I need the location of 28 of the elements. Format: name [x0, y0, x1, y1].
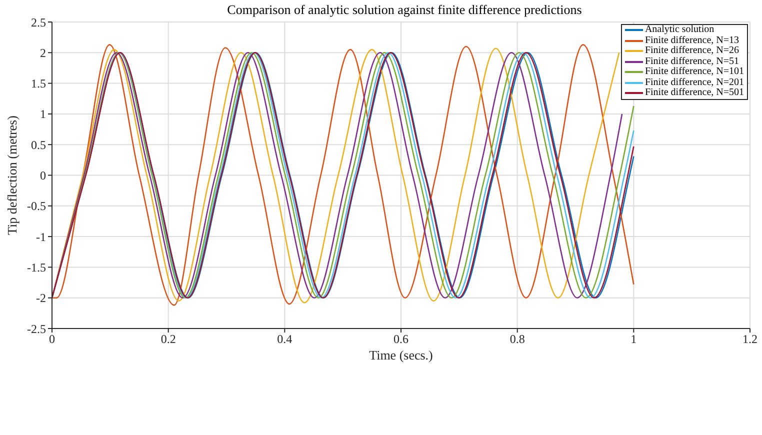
legend-label: Finite difference, N=26	[644, 45, 739, 56]
y-tick-label: -0.5	[27, 199, 46, 214]
y-tick-label: 0	[40, 168, 46, 183]
legend-label: Finite difference, N=51	[644, 56, 739, 67]
y-tick-label: 2.5	[31, 15, 46, 30]
legend-label: Finite difference, N=501	[644, 87, 744, 98]
y-tick-label: 0.5	[31, 138, 46, 152]
y-tick-label: 1.5	[31, 76, 46, 91]
y-tick-label: -1	[36, 230, 46, 244]
x-tick-label: 0.2	[160, 332, 176, 346]
x-tick-label: 0.4	[277, 332, 292, 346]
chart-title: Comparison of analytic solution against finite difference predictions	[226, 2, 583, 18]
legend-label: Finite difference, N=201	[644, 76, 744, 88]
y-axis-title: Tip deflection (metres)	[4, 116, 20, 235]
x-axis-title: Time (secs.)	[369, 348, 433, 362]
x-tick-label: 1.2	[742, 332, 758, 346]
legend-label: Finite difference, N=13	[644, 34, 739, 46]
legend-label: Finite difference, N=101	[644, 66, 744, 78]
legend-label: Analytic solution	[644, 24, 714, 36]
y-tick-label: -2	[36, 291, 46, 306]
y-tick-label: 2	[40, 46, 46, 60]
y-tick-label: -2.5	[27, 322, 46, 336]
x-tick-label: 0	[49, 332, 55, 346]
x-tick-label: 1	[630, 332, 637, 346]
x-tick-label: 0.8	[510, 332, 525, 346]
y-tick-label: 1	[40, 107, 46, 122]
x-tick-label: 0.6	[394, 332, 408, 346]
y-tick-label: -1.5	[27, 260, 46, 274]
